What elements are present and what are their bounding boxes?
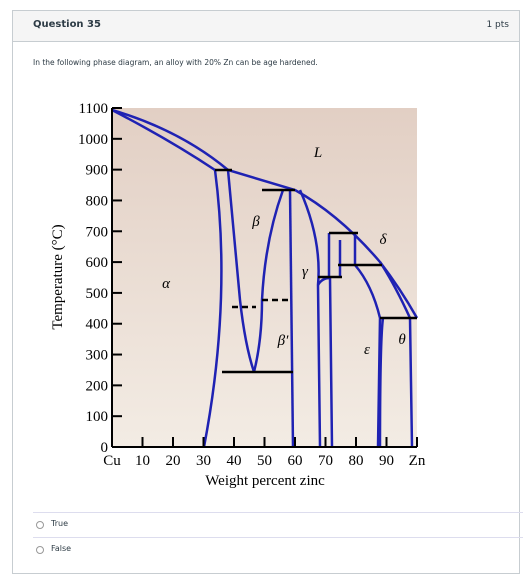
phase-label: γ xyxy=(302,264,309,280)
y-tick-label: 300 xyxy=(86,348,109,364)
question-header: Question 35 1 pts xyxy=(13,11,519,42)
x-tick-label: Zn xyxy=(409,453,426,469)
x-tick-label: 40 xyxy=(227,453,242,469)
question-prompt: In the following phase diagram, an alloy… xyxy=(33,58,318,67)
phase-label: L xyxy=(313,145,322,161)
y-tick-label: 1100 xyxy=(79,101,108,117)
y-tick-label: 200 xyxy=(86,378,109,394)
x-axis-label: Weight percent zinc xyxy=(205,473,325,489)
question-card: Question 35 1 pts In the following phase… xyxy=(12,10,523,574)
x-tick-label: 90 xyxy=(379,453,394,469)
y-axis-label: Temperature (°C) xyxy=(50,224,66,329)
y-tick-label: 700 xyxy=(86,224,109,240)
y-tick-label: 1000 xyxy=(78,132,108,148)
y-tick-label: 500 xyxy=(86,286,109,302)
x-tick-label: 80 xyxy=(349,453,364,469)
x-tick-label: 60 xyxy=(288,453,303,469)
option-label: True xyxy=(51,519,68,528)
x-tick-label: 50 xyxy=(257,453,272,469)
question-points: 1 pts xyxy=(486,20,509,30)
y-tick-label: 100 xyxy=(86,409,109,425)
phase-label: α xyxy=(162,276,171,292)
phase-diagram: Weight percent zinc Temperature (°C) 0 10… xyxy=(50,101,426,489)
x-tick-label: 20 xyxy=(166,453,181,469)
y-tick-label: 800 xyxy=(86,193,109,209)
phase-label: θ xyxy=(398,332,406,348)
option-label: False xyxy=(51,544,72,553)
invariant-lines xyxy=(215,168,417,374)
x-tick-label: Cu xyxy=(103,453,121,469)
phase-boundaries xyxy=(111,108,419,448)
y-tick-label: 900 xyxy=(86,163,109,179)
phase-label: β xyxy=(251,214,260,230)
question-title: Question 35 xyxy=(33,19,101,30)
answer-option[interactable]: False xyxy=(33,537,523,562)
y-tick-label: 600 xyxy=(86,255,109,271)
phase-label: δ xyxy=(380,232,388,248)
y-tick-label: 400 xyxy=(86,317,109,333)
answer-option[interactable]: True xyxy=(33,512,523,537)
y-tick-label: 0 xyxy=(101,440,109,456)
radio[interactable] xyxy=(36,546,44,554)
phase-label: ε xyxy=(364,342,370,358)
x-tick-label: 10 xyxy=(135,453,150,469)
x-tick-label: 30 xyxy=(196,453,211,469)
radio[interactable] xyxy=(36,521,44,529)
phase-label: β′ xyxy=(277,333,289,349)
x-tick-label: 70 xyxy=(318,453,333,469)
